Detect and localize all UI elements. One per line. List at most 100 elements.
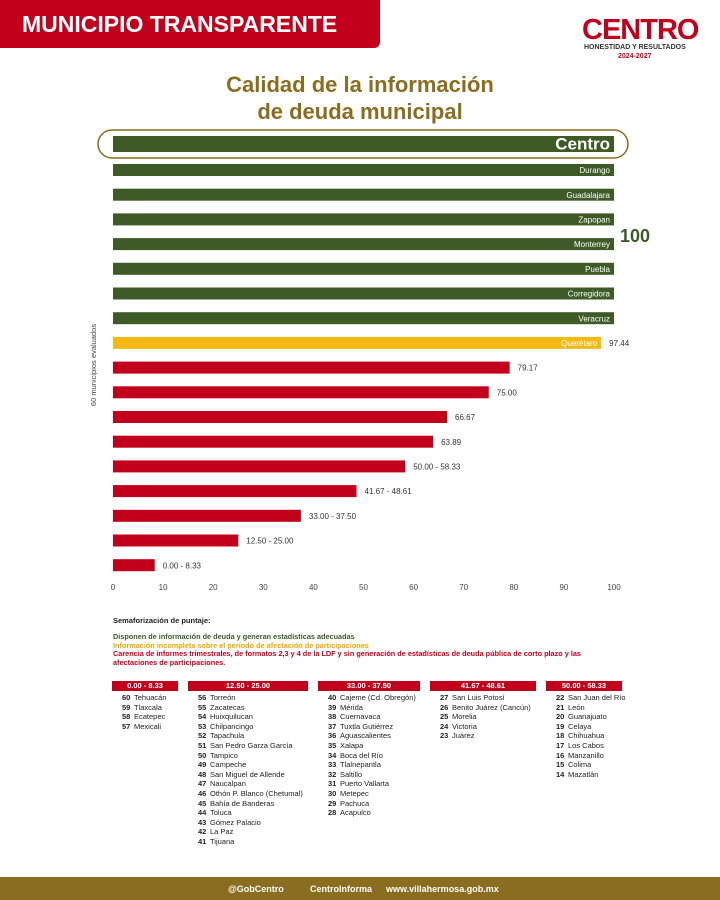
rank: 55 bbox=[198, 702, 207, 712]
group-item: 41 Tijuana bbox=[198, 837, 234, 846]
municipality: Bahía de Banderas bbox=[210, 798, 275, 808]
municipality: Manzanillo bbox=[568, 750, 604, 760]
bar-label: Zapopan bbox=[578, 216, 610, 225]
group-item: 31 Puerto Vallarta bbox=[328, 779, 389, 788]
value-label: 75.00 bbox=[497, 388, 518, 397]
municipality: Naucalpan bbox=[210, 779, 246, 789]
group-item: 30 Metepec bbox=[328, 789, 369, 798]
footer-social: @GobCentro bbox=[228, 884, 284, 894]
y-axis-label: 60 municipios evaluados bbox=[89, 324, 98, 406]
bar-label: Corregidora bbox=[568, 290, 611, 299]
chart-title: Calidad de la información bbox=[226, 72, 494, 97]
group-item: 33 Tlalnepantla bbox=[328, 760, 381, 769]
rank: 45 bbox=[198, 798, 207, 808]
group-item: 58 Ecatepec bbox=[122, 712, 165, 721]
group-item: 57 Mexicali bbox=[122, 722, 161, 731]
group-header: 12.50 - 25.00 bbox=[188, 681, 308, 691]
rank: 22 bbox=[556, 693, 565, 702]
bar-label: Monterrey bbox=[574, 240, 610, 249]
group-item: 59 Tlaxcala bbox=[122, 703, 162, 712]
bar-label: Veracruz bbox=[578, 314, 610, 323]
footer-social: CentroInforma bbox=[310, 884, 373, 894]
group-item: 25 Morelia bbox=[440, 712, 477, 721]
rank: 51 bbox=[198, 741, 207, 750]
rank: 52 bbox=[198, 731, 207, 741]
municipality: Aguascalientes bbox=[340, 731, 391, 741]
rank: 38 bbox=[328, 712, 337, 722]
group-item: 50 Tampico bbox=[198, 751, 238, 760]
rank: 40 bbox=[328, 693, 337, 702]
rank: 17 bbox=[556, 741, 565, 750]
rank: 53 bbox=[198, 721, 207, 731]
rank: 59 bbox=[122, 702, 131, 712]
group-annotation: 100 bbox=[620, 226, 650, 246]
rank: 41 bbox=[198, 837, 207, 846]
rank: 29 bbox=[328, 798, 337, 808]
rank: 26 bbox=[440, 702, 449, 712]
rank: 47 bbox=[198, 779, 207, 789]
group-item: 17 Los Cabos bbox=[556, 741, 604, 750]
group-item: 43 Gómez Palacio bbox=[198, 818, 261, 827]
municipality: San Miguel de Allende bbox=[210, 769, 285, 779]
group-item: 51 San Pedro Garza García bbox=[198, 741, 293, 750]
bar bbox=[113, 559, 155, 572]
bar bbox=[113, 238, 614, 251]
rank: 18 bbox=[556, 731, 565, 741]
group-item: 36 Aguascalientes bbox=[328, 731, 391, 740]
x-tick-label: 60 bbox=[409, 583, 418, 592]
group-item: 34 Boca del Río bbox=[328, 751, 383, 760]
bar bbox=[113, 411, 448, 423]
municipality: Morelia bbox=[452, 712, 477, 722]
group-item: 55 Zacatecas bbox=[198, 703, 245, 712]
x-tick-label: 40 bbox=[309, 583, 318, 592]
municipality: León bbox=[568, 702, 585, 712]
x-tick-label: 30 bbox=[259, 583, 268, 592]
value-label: 41.67 - 48.61 bbox=[365, 487, 413, 496]
municipality: Mérida bbox=[340, 702, 363, 712]
x-tick-label: 80 bbox=[509, 583, 518, 592]
group-item: 20 Guanajuato bbox=[556, 712, 607, 721]
municipality: Tlalnepantla bbox=[340, 760, 381, 770]
bar bbox=[113, 213, 614, 226]
municipality: La Paz bbox=[210, 827, 234, 837]
value-label: 12.50 - 25.00 bbox=[246, 537, 294, 546]
rank: 16 bbox=[556, 750, 565, 760]
legend-title: Semaforización de puntaje: bbox=[113, 616, 211, 625]
municipality: Xalapa bbox=[340, 741, 364, 750]
group-item: 26 Benito Juárez (Cancún) bbox=[440, 703, 531, 712]
rank: 46 bbox=[198, 789, 207, 798]
rank: 43 bbox=[198, 817, 207, 827]
rank: 23 bbox=[440, 731, 449, 741]
municipality: Gómez Palacio bbox=[210, 817, 261, 827]
rank: 30 bbox=[328, 789, 337, 798]
municipality: Cajeme (Cd. Obregón) bbox=[340, 693, 416, 702]
group-header: 0.00 - 8.33 bbox=[112, 681, 178, 691]
group-item: 24 Victoria bbox=[440, 722, 477, 731]
legend-item: Información incompleta sobre el periodo … bbox=[113, 640, 369, 650]
group-header: 33.00 - 37.50 bbox=[318, 681, 420, 691]
x-tick-label: 10 bbox=[159, 583, 168, 592]
highlight-label: Centro bbox=[555, 134, 610, 153]
group-item: 21 León bbox=[556, 703, 585, 712]
group-item: 60 Tehuacán bbox=[122, 693, 167, 702]
rank: 39 bbox=[328, 702, 337, 712]
group-item: 56 Torreón bbox=[198, 693, 235, 702]
municipality: Campeche bbox=[210, 760, 247, 770]
municipality: Boca del Río bbox=[340, 750, 383, 760]
bar-label: Puebla bbox=[585, 265, 610, 274]
x-tick-label: 0 bbox=[111, 583, 116, 592]
bar bbox=[113, 509, 301, 522]
municipality: Othón P. Blanco (Chetumal) bbox=[210, 789, 303, 798]
municipality: Tapachula bbox=[210, 731, 245, 741]
x-tick-label: 50 bbox=[359, 583, 368, 592]
rank: 20 bbox=[556, 712, 565, 722]
logo-motto: HONESTIDAD Y RESULTADOS bbox=[584, 44, 686, 51]
value-label: 66.67 bbox=[455, 413, 476, 422]
rank: 50 bbox=[198, 750, 207, 760]
group-item: 37 Tuxtla Gutiérrez bbox=[328, 722, 393, 731]
municipality: Chihuahua bbox=[568, 731, 605, 741]
municipality: Mexicali bbox=[134, 721, 162, 731]
bar bbox=[113, 386, 489, 399]
municipality: Mazatlán bbox=[568, 769, 599, 779]
